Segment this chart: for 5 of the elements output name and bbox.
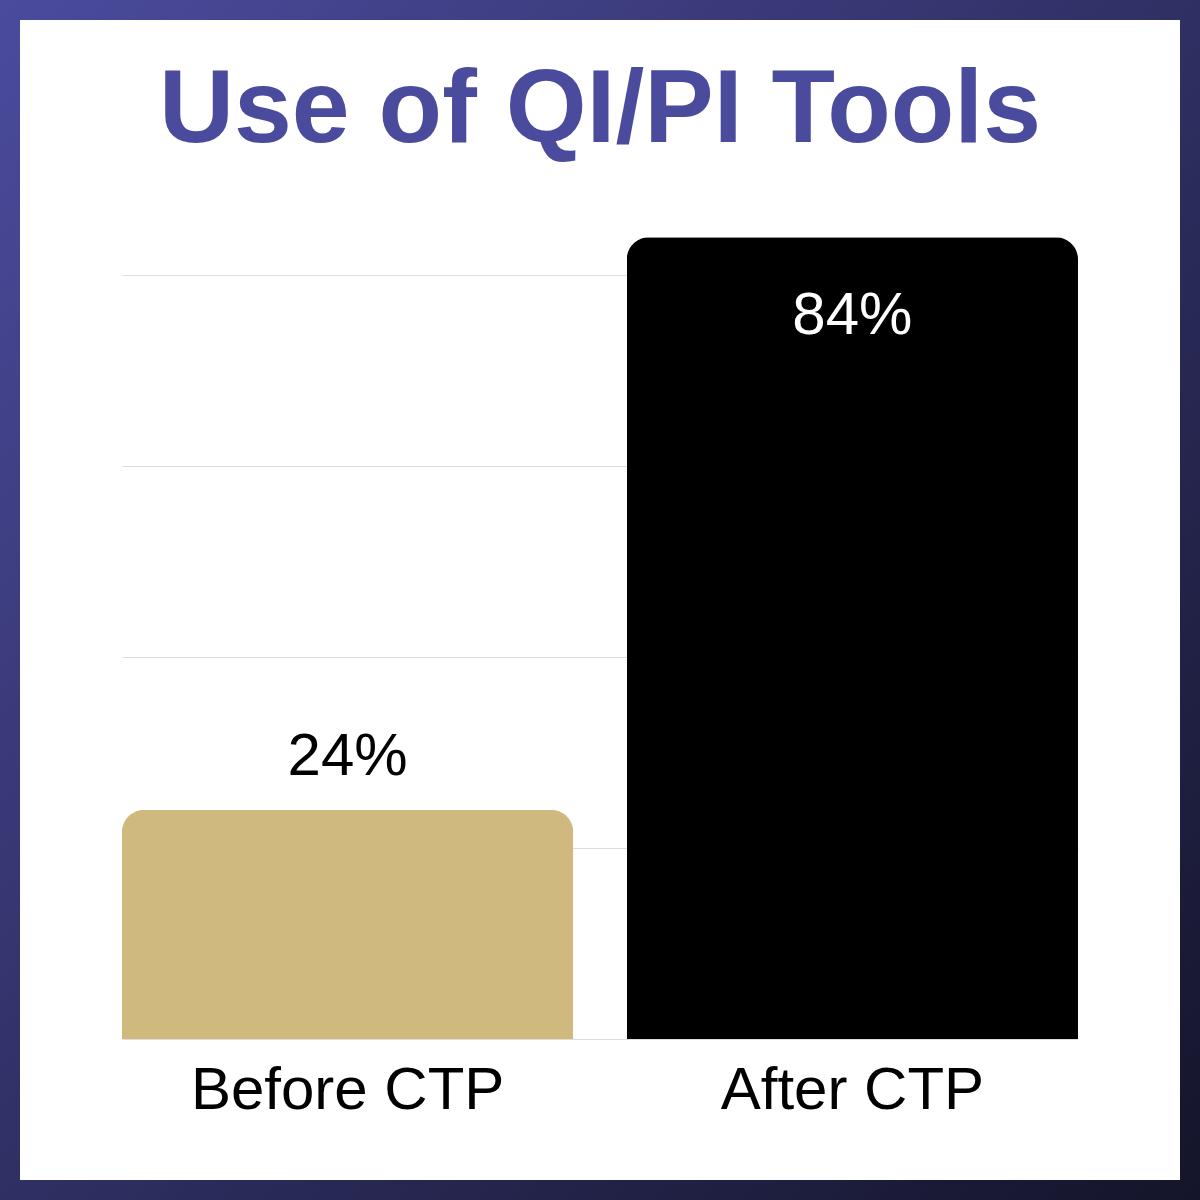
data-label: 24% [287, 720, 408, 788]
chart-title: Use of QI/PI Tools [158, 48, 1042, 164]
data-label: 84% [792, 280, 913, 348]
x-tick-label: Before CTP [190, 1054, 505, 1122]
x-tick-label: After CTP [720, 1054, 985, 1122]
